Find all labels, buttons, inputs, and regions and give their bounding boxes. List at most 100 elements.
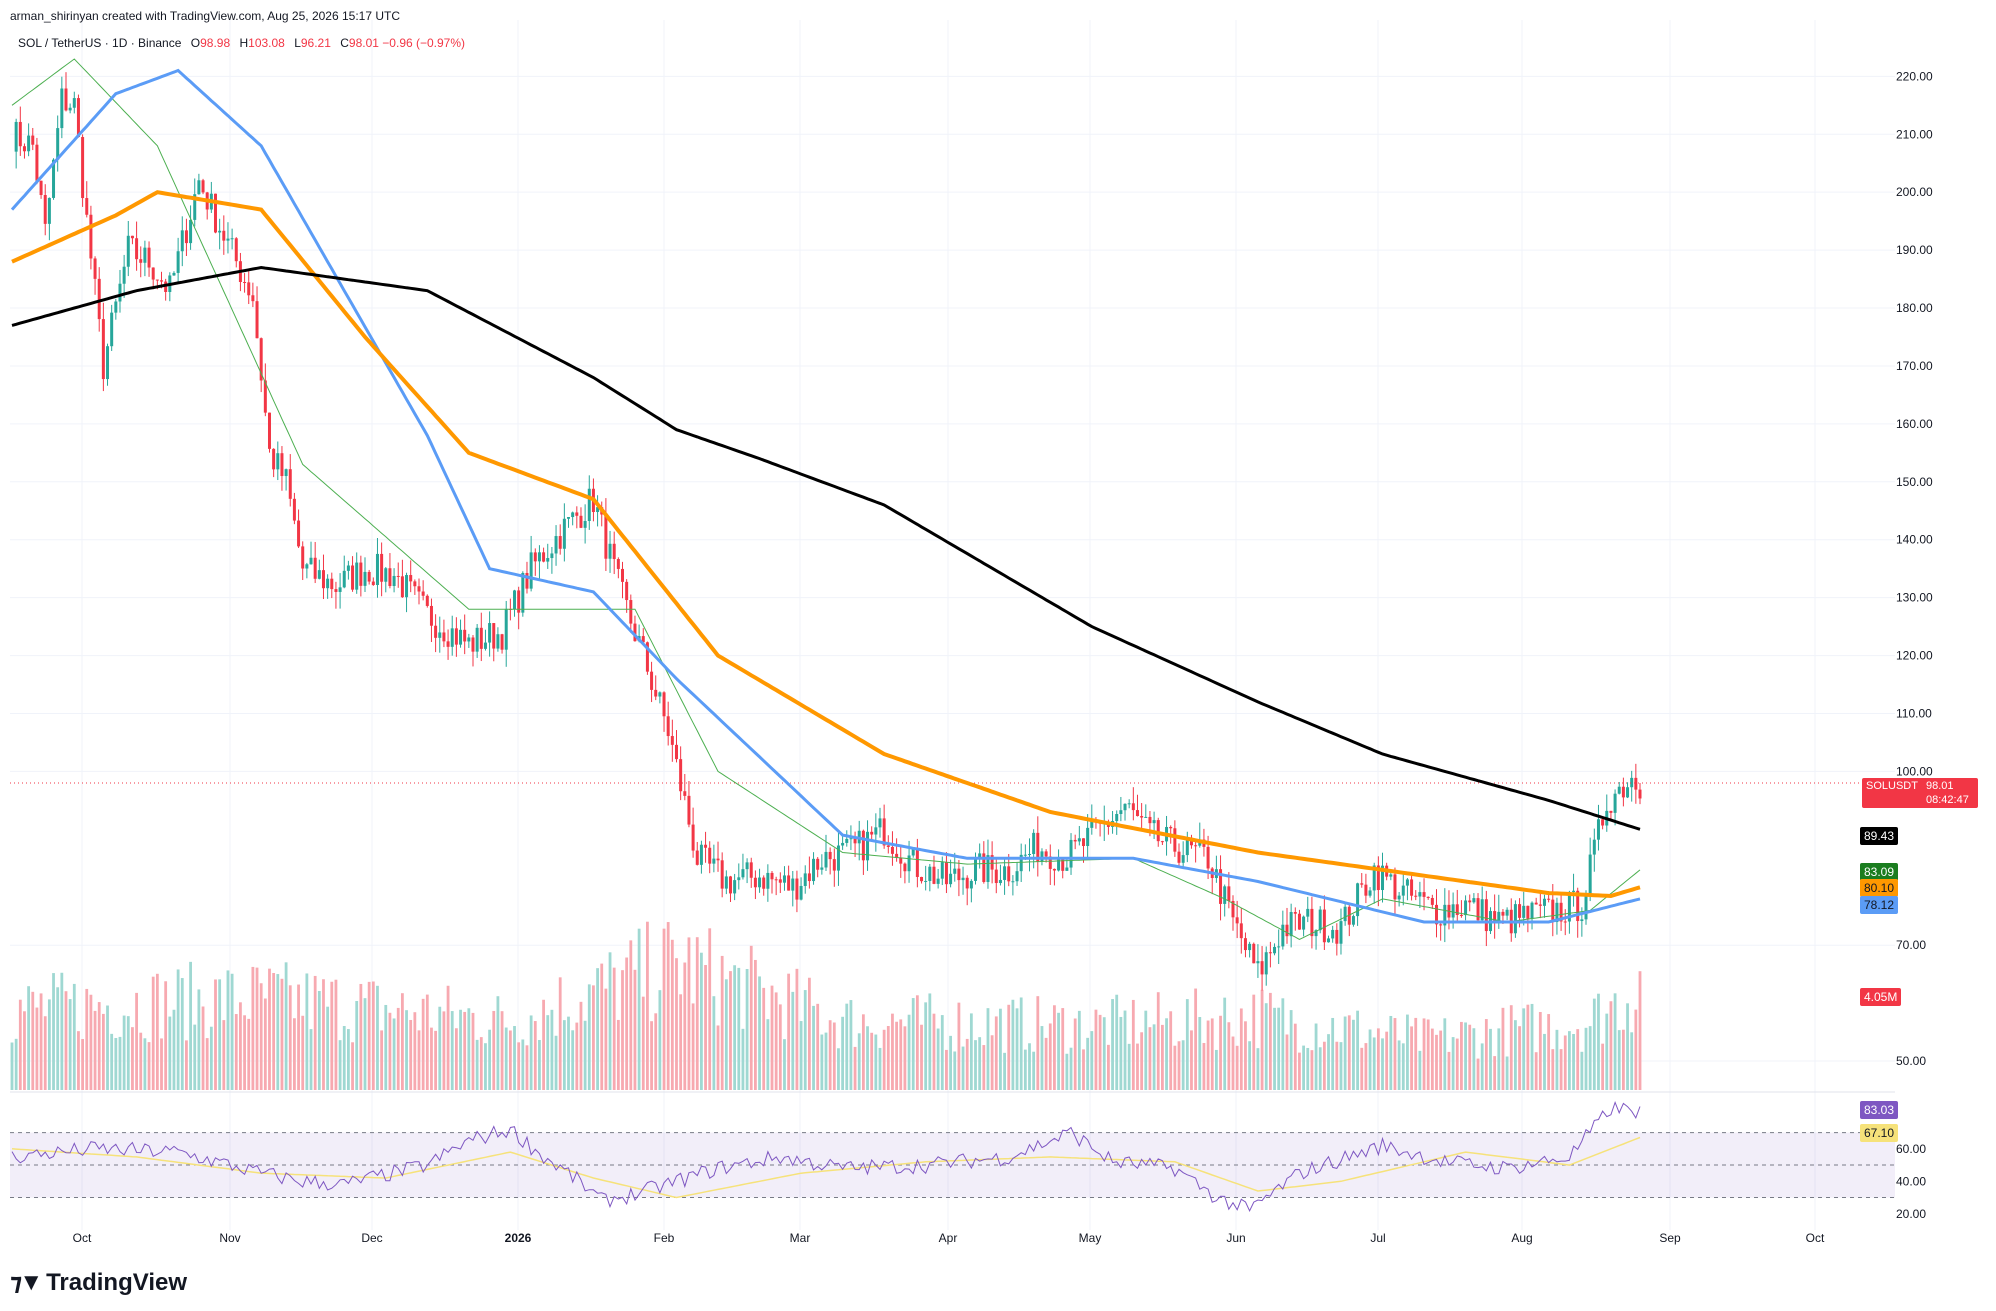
time-tick-label: Aug [1511, 1231, 1532, 1245]
volume-bar [322, 979, 325, 1090]
volume-bar [1090, 1031, 1094, 1090]
candle [263, 380, 267, 413]
candle [612, 543, 616, 560]
candle [1613, 793, 1617, 813]
candle [305, 564, 309, 569]
volume-bar [1609, 1001, 1613, 1090]
candle [550, 553, 554, 559]
volume-bar [874, 1034, 878, 1090]
symbol-pair[interactable]: SOL / TetherUS · 1D · Binance [18, 36, 182, 50]
volume-bar [430, 1027, 433, 1090]
volume-bar [1144, 1010, 1148, 1090]
volume-bar [1372, 1037, 1376, 1090]
time-axis[interactable]: Oct Nov Dec 2026 Feb Mar Apr May Jun Jul Aug Sep Oct [73, 1231, 1825, 1245]
volume-bar [1559, 1049, 1563, 1090]
volume-bar [753, 959, 757, 1090]
candle [500, 634, 504, 650]
volume-bar [1028, 1043, 1031, 1090]
volume-bar [737, 967, 741, 1090]
candle [446, 641, 450, 647]
candle [803, 873, 807, 886]
candle [816, 858, 820, 870]
candle [517, 590, 521, 613]
candle [782, 875, 786, 883]
candle [1584, 895, 1588, 920]
price-tick-label: 190.00 [1896, 243, 1933, 257]
candle [130, 235, 134, 239]
volume-bar [400, 993, 404, 1090]
candle [1289, 912, 1293, 937]
candle [56, 128, 60, 160]
candle [604, 514, 608, 559]
volume-bar [749, 945, 753, 1090]
candle [567, 517, 571, 519]
volume-bar [226, 970, 230, 1090]
candle [479, 627, 483, 649]
candle [1239, 923, 1243, 939]
candle [1285, 924, 1289, 937]
candle [267, 412, 271, 449]
volume-bar [1605, 1013, 1609, 1090]
volume-bar [1385, 1031, 1389, 1090]
candle [961, 877, 965, 881]
volume-bar [828, 1020, 832, 1090]
candle [89, 214, 93, 259]
candle [1414, 895, 1418, 897]
candle [770, 872, 774, 880]
candle [396, 575, 400, 577]
candle [841, 842, 845, 846]
candle [1036, 832, 1040, 862]
tradingview-logo[interactable]: ⁊▼ TradingView [10, 1268, 187, 1297]
volume-bar [176, 969, 180, 1090]
volume-bar [160, 1038, 163, 1090]
candle [1630, 777, 1634, 788]
volume-bar [155, 973, 159, 1090]
candle [85, 198, 89, 215]
candle [31, 135, 35, 145]
candle [76, 98, 80, 138]
volume-bar [1634, 1009, 1638, 1090]
candle [172, 272, 176, 276]
volume-bar [85, 988, 89, 1090]
volume-bar [384, 1004, 388, 1090]
volume-bar [807, 977, 811, 1090]
volume-bar [185, 1040, 188, 1090]
volume-bar [1036, 996, 1040, 1090]
volume-bar [949, 1035, 952, 1090]
candle [554, 536, 558, 554]
volume-bar [355, 1001, 359, 1090]
candle [342, 570, 346, 588]
volume-bar [172, 1009, 176, 1090]
volume-bar [1339, 1042, 1343, 1090]
volume-bar [791, 991, 795, 1090]
candle [1401, 885, 1405, 896]
candle [421, 591, 425, 596]
candle [164, 281, 168, 292]
volume-bar [276, 974, 280, 1090]
volume-bar [1277, 1007, 1281, 1090]
volume-bar [562, 1020, 566, 1090]
volume-bar [68, 999, 72, 1090]
volume-bar [1298, 1052, 1301, 1090]
volume-bar [612, 967, 616, 1090]
volume-bar [646, 921, 649, 1090]
candle [1318, 909, 1322, 931]
volume-bar [600, 963, 604, 1090]
volume-bar [778, 1004, 782, 1090]
volume-bar [928, 993, 932, 1090]
volume-bar [882, 1029, 886, 1090]
volume-bar [218, 979, 222, 1090]
volume-bar [762, 987, 766, 1090]
candle [1530, 902, 1534, 919]
price-axis[interactable]: 220.00 210.00 200.00 190.00 180.00 170.00 160.… [1896, 69, 1933, 1220]
candle [944, 862, 948, 885]
volume-bar [1443, 1018, 1447, 1090]
close-label: C [340, 36, 349, 50]
candle [471, 637, 475, 652]
volume-bar [824, 1032, 828, 1090]
candle [691, 824, 695, 851]
candle [409, 575, 413, 582]
volume-bar [886, 1026, 890, 1090]
volume-bar [1235, 1045, 1239, 1090]
